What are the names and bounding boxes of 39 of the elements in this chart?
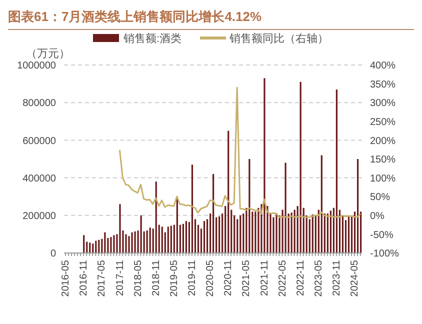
x-tick-label: 2022-05 <box>277 260 288 297</box>
x-tick-label: 2016-11 <box>78 260 90 296</box>
y2-tick-label: 200% <box>370 136 396 147</box>
x-tick-label: 2017-11 <box>114 260 126 296</box>
x-tick-label: 2024-05 <box>350 260 361 297</box>
x-tick-label: 2017-05 <box>96 260 108 297</box>
y2-tick-label: 250% <box>370 116 396 128</box>
y-tick-label: 200000 <box>22 210 56 222</box>
x-tick-label: 2018-05 <box>132 260 144 297</box>
y2-tick-label: 150% <box>370 154 396 166</box>
y-axis-title: （万元） <box>25 47 71 60</box>
x-tick-label: 2022-11 <box>295 260 306 296</box>
y2-tick-label: 400% <box>370 60 396 72</box>
y2-tick-label: 0% <box>370 210 385 222</box>
x-tick-label: 2019-05 <box>168 260 180 297</box>
y2-tick-label: 50% <box>370 192 390 204</box>
y-tick-label: 400000 <box>22 173 56 184</box>
y-tick-label: 800000 <box>22 98 56 110</box>
y2-tick-label: 350% <box>370 79 396 90</box>
x-tick-label: 2018-11 <box>150 260 162 296</box>
x-tick-label: 2023-11 <box>332 260 343 296</box>
y2-tick-label: 100% <box>370 173 396 184</box>
x-tick-label: 2023-05 <box>313 260 324 297</box>
y2-tick-label: -100% <box>370 248 400 260</box>
y2-tick-label: -50% <box>370 230 394 241</box>
x-tick-label: 2020-05 <box>205 260 216 297</box>
x-tick-label: 2019-11 <box>187 260 198 296</box>
y-tick-label: 600000 <box>22 136 56 147</box>
x-tick-label: 2020-11 <box>223 260 234 296</box>
y-tick-label: 0 <box>50 248 56 260</box>
x-tick-label: 2016-05 <box>60 260 72 297</box>
x-tick-label: 2021-11 <box>259 260 270 296</box>
legend-label: 销售额同比（右轴） <box>230 32 329 46</box>
chart-title: 图表61：7月酒类线上销售额同比增长4.12% <box>8 8 414 30</box>
x-tick-label: 2021-05 <box>241 260 252 297</box>
y-tick-label: 1000000 <box>17 60 56 72</box>
y2-tick-label: 300% <box>370 98 396 110</box>
legend-label: 销售额:酒类 <box>123 32 182 46</box>
line-series <box>118 86 362 218</box>
